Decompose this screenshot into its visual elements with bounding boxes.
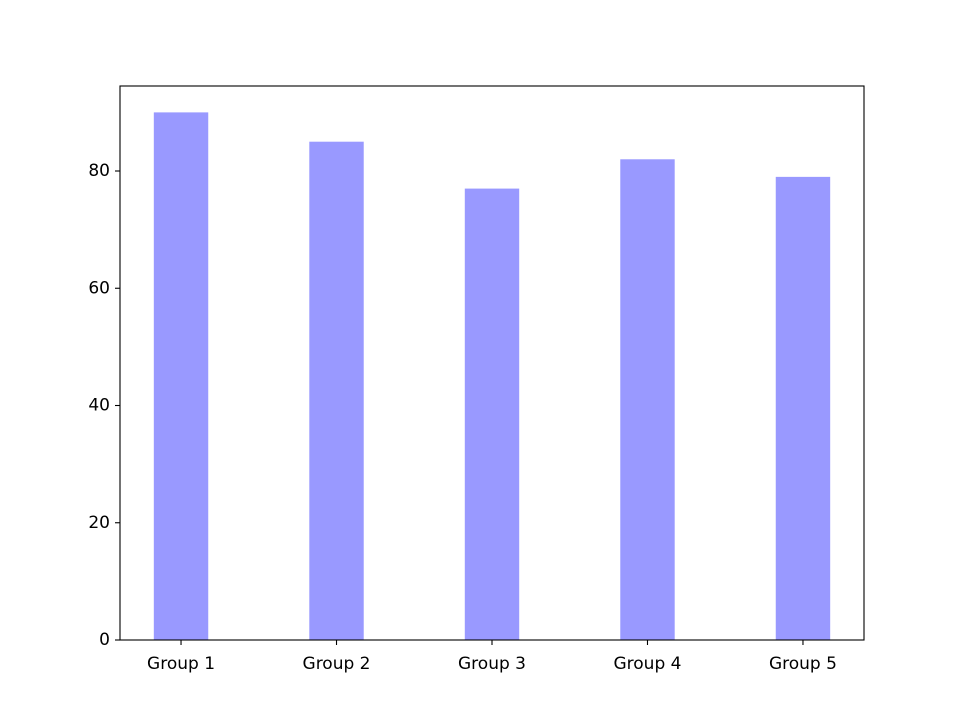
y-tick-label: 80 <box>88 161 110 181</box>
x-tick-label: Group 5 <box>769 654 837 674</box>
bar <box>620 159 675 640</box>
bar <box>775 176 831 640</box>
x-tick-label: Group 3 <box>458 654 526 674</box>
y-tick-label: 60 <box>88 278 110 298</box>
y-tick-label: 0 <box>99 630 110 650</box>
plot-frame <box>119 85 865 641</box>
x-tick-label: Group 2 <box>303 654 371 674</box>
bar <box>153 112 209 640</box>
y-tick-label: 20 <box>88 513 110 533</box>
bar <box>464 188 520 640</box>
y-tick-label: 40 <box>88 396 110 416</box>
bar <box>309 141 364 640</box>
x-tick-label: Group 1 <box>147 654 215 674</box>
x-tick-label: Group 4 <box>613 654 681 674</box>
